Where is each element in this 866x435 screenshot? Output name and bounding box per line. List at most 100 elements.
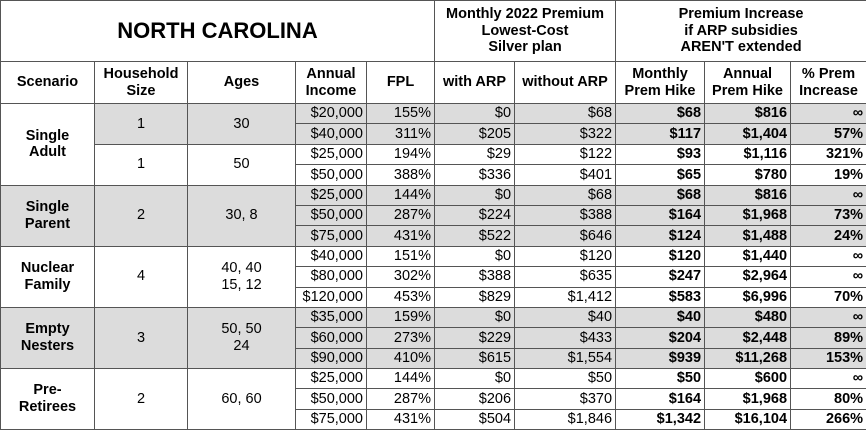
data-cell: ∞ xyxy=(790,184,866,206)
column-header: Household Size xyxy=(94,61,188,104)
data-cell: $1,404 xyxy=(704,123,792,145)
data-cell: $93 xyxy=(615,143,706,166)
scenario-cell: Pre- Retirees xyxy=(0,368,95,431)
data-cell: $2,448 xyxy=(704,327,792,349)
data-cell: $20,000 xyxy=(295,102,367,125)
data-cell: $816 xyxy=(704,184,792,206)
data-cell: $120,000 xyxy=(295,286,367,308)
data-cell: $120 xyxy=(615,245,706,268)
data-cell: $40,000 xyxy=(295,245,367,268)
household-cell: 2 xyxy=(94,184,188,247)
data-cell: $68 xyxy=(514,184,617,206)
data-cell: $1,968 xyxy=(704,388,792,410)
data-cell: $433 xyxy=(514,327,617,349)
data-cell: $1,412 xyxy=(514,286,617,308)
data-cell: $65 xyxy=(615,164,706,186)
data-cell: 70% xyxy=(790,286,866,308)
data-cell: $75,000 xyxy=(295,225,367,247)
table-row: Single Parent 2 30, 8 $25,000 144% $0 $68 $68 $8… xyxy=(0,184,866,247)
data-cell: 73% xyxy=(790,204,866,227)
data-cell: $68 xyxy=(615,102,706,125)
scenario-cell: Single Adult xyxy=(0,103,95,186)
data-cell: $1,846 xyxy=(514,408,617,431)
data-cell: $229 xyxy=(434,327,516,349)
data-cell: 302% xyxy=(365,266,436,288)
data-cell: 89% xyxy=(790,327,866,349)
data-cell: 388% xyxy=(365,164,436,186)
data-cell: $124 xyxy=(615,225,706,247)
data-cell: $120 xyxy=(514,245,617,268)
data-cell: 57% xyxy=(790,123,866,145)
data-cell: $247 xyxy=(615,266,706,288)
data-cell: $6,996 xyxy=(704,286,792,308)
data-cell: ∞ xyxy=(790,102,866,125)
data-cell: $816 xyxy=(704,102,792,125)
data-cell: $206 xyxy=(434,388,516,410)
data-cell: $401 xyxy=(514,164,617,186)
table-title: NORTH CAROLINA xyxy=(0,0,436,62)
table-row: Pre- Retirees 2 60, 60 $25,000 144% $0 $50 $50 $… xyxy=(0,368,866,431)
data-cell: $829 xyxy=(434,286,516,308)
scenario-cell: Empty Nesters xyxy=(0,306,95,370)
household-cell: 2 xyxy=(94,368,188,431)
data-cell: $164 xyxy=(615,204,706,227)
data-cell: 410% xyxy=(365,347,436,370)
table-row: 1 50 $25,000 194% $29 $122 $93 $1,116 321% xyxy=(1,143,866,186)
data-cell: $50 xyxy=(514,368,617,390)
data-cell: $480 xyxy=(704,306,792,329)
data-cell: $29 xyxy=(434,143,516,166)
data-cell: $615 xyxy=(434,347,516,370)
column-header: Ages xyxy=(187,61,296,104)
column-header: FPL xyxy=(365,61,436,104)
data-cell: 155% xyxy=(365,102,436,125)
data-cell: $75,000 xyxy=(295,408,367,431)
data-cell: $68 xyxy=(615,184,706,206)
data-cell: ∞ xyxy=(790,306,866,329)
data-cell: ∞ xyxy=(790,245,866,268)
household-cell: 1 xyxy=(94,103,188,145)
data-cell: $0 xyxy=(434,102,516,125)
data-cell: $35,000 xyxy=(295,306,367,329)
data-cell: $11,268 xyxy=(704,347,792,370)
data-cell: $646 xyxy=(514,225,617,247)
data-cell: 144% xyxy=(365,184,436,206)
data-cell: $204 xyxy=(615,327,706,349)
data-cell: $1,968 xyxy=(704,204,792,227)
data-cell: 273% xyxy=(365,327,436,349)
data-cell: $1,554 xyxy=(514,347,617,370)
household-cell: 1 xyxy=(94,143,188,186)
ages-cell: 50, 50 24 xyxy=(187,306,296,370)
column-header: % Prem Increase xyxy=(790,61,866,104)
data-cell: 321% xyxy=(790,143,866,166)
scenario-cell: Nuclear Family xyxy=(0,245,95,308)
data-cell: 266% xyxy=(790,408,866,431)
data-cell: $635 xyxy=(514,266,617,288)
ages-cell: 40, 40 15, 12 xyxy=(187,245,296,308)
table-row: $50,000 287% $206 $370 $164 $1,968 80% xyxy=(1,388,866,410)
data-cell: $68 xyxy=(514,102,617,125)
table-row: $75,000 431% $522 $646 $124 $1,488 24% xyxy=(1,225,866,247)
column-header: Annual Income xyxy=(295,61,367,104)
data-cell: $388 xyxy=(434,266,516,288)
data-cell: $205 xyxy=(434,123,516,145)
data-cell: $40 xyxy=(615,306,706,329)
data-cell: $16,104 xyxy=(704,408,792,431)
data-cell: $164 xyxy=(615,388,706,410)
data-cell: 80% xyxy=(790,388,866,410)
header-group: Monthly 2022 Premium Lowest-Cost Silver … xyxy=(434,0,617,62)
data-cell: $25,000 xyxy=(295,184,367,206)
ages-cell: 60, 60 xyxy=(187,368,296,431)
data-cell: $50,000 xyxy=(295,388,367,410)
table-row: $80,000 302% $388 $635 $247 $2,964 ∞ xyxy=(1,266,866,288)
data-cell: $583 xyxy=(615,286,706,308)
data-cell: $1,488 xyxy=(704,225,792,247)
data-cell: $600 xyxy=(704,368,792,390)
header-group: Premium Increase if ARP subsidies AREN'T… xyxy=(615,0,866,62)
household-cell: 3 xyxy=(94,306,188,370)
data-cell: 311% xyxy=(365,123,436,145)
data-cell: $522 xyxy=(434,225,516,247)
data-cell: $40 xyxy=(514,306,617,329)
data-cell: $2,964 xyxy=(704,266,792,288)
